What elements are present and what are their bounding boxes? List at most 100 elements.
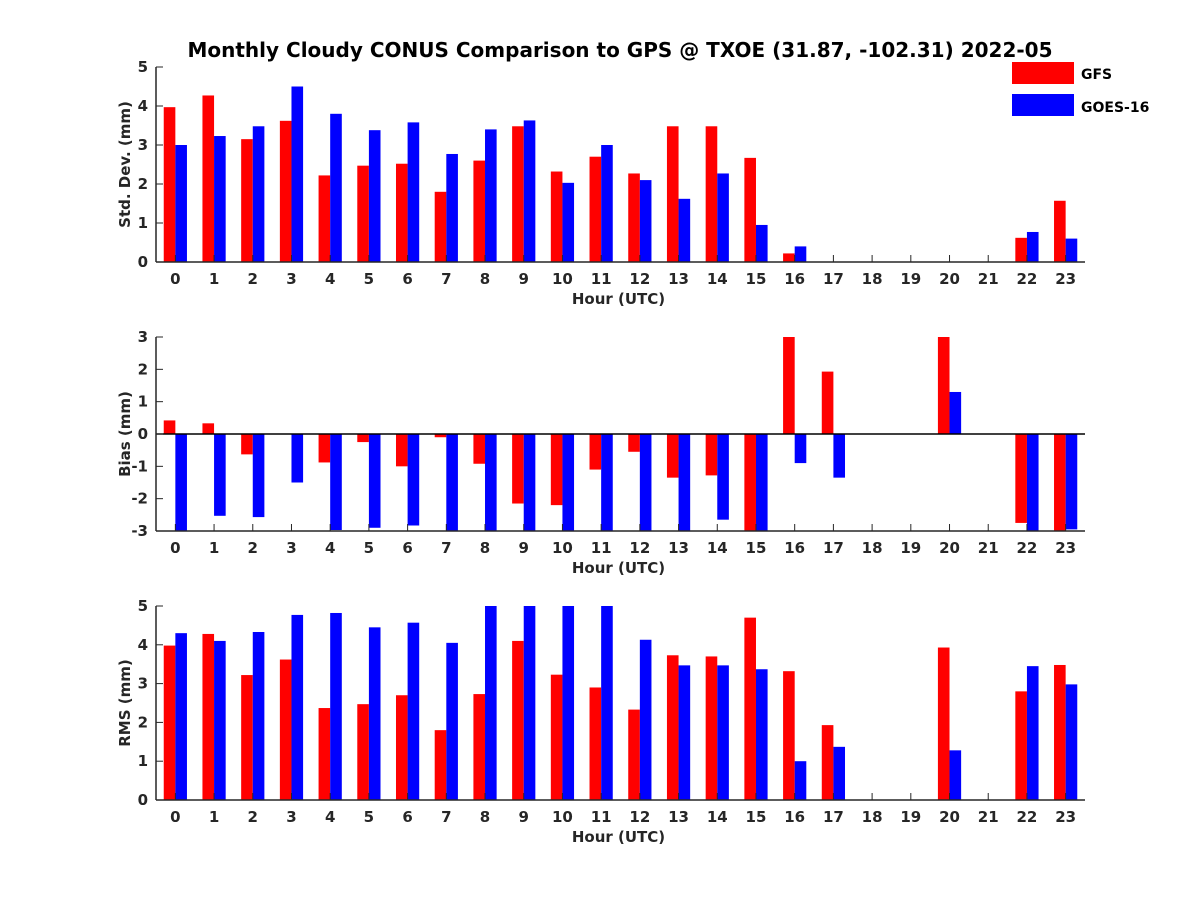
x-tick-label-bias-0: 0 [170,539,180,557]
x-tick-label-bias-8: 8 [480,539,490,557]
x-tick-label-bias-12: 12 [629,539,650,557]
x-tick-label-bias-6: 6 [402,539,412,557]
bar-bias-gfs-11 [589,434,602,470]
x-tick-label-bias-21: 21 [978,539,999,557]
bar-rms-gfs-3 [279,659,292,800]
bar-rms-gfs-1 [202,633,215,800]
y-tick-label-rms-2: 2 [138,713,148,731]
x-tick-label-rms-1: 1 [209,808,219,826]
x-tick-label-std-21: 21 [978,270,999,288]
bar-bias-gfs-6 [395,434,408,467]
x-tick-label-bias-18: 18 [862,539,883,557]
bar-std-goes16-10 [562,182,575,262]
bar-rms-goes16-2 [252,632,265,800]
bar-bias-gfs-1 [202,423,215,434]
bar-rms-gfs-6 [395,695,408,800]
bar-std-goes16-14 [717,173,729,262]
legend: GFS GOES-16 [1012,62,1149,116]
x-tick-label-std-23: 23 [1055,270,1076,288]
bar-rms-gfs-10 [550,674,563,800]
y-tick-label-bias--1: -1 [131,457,148,475]
x-tick-label-rms-23: 23 [1055,808,1076,826]
x-tick-label-rms-16: 16 [784,808,805,826]
bar-std-goes16-11 [601,145,613,262]
bar-std-goes16-15 [755,224,768,262]
bar-bias-goes16-9 [523,434,536,531]
x-tick-label-std-12: 12 [629,270,650,288]
bar-std-goes16-9 [523,120,536,263]
bar-bias-gfs-5 [357,434,369,443]
x-tick-label-bias-19: 19 [900,539,921,557]
x-tick-label-std-0: 0 [170,270,180,288]
bar-rms-goes16-13 [678,665,691,800]
bar-std-gfs-2 [241,139,253,262]
bar-std-gfs-11 [589,156,602,262]
x-tick-label-rms-4: 4 [325,808,335,826]
x-tick-label-bias-20: 20 [939,539,960,557]
bar-rms-goes16-23 [1065,684,1078,800]
bar-bias-goes16-13 [678,434,691,531]
x-tick-label-rms-8: 8 [480,808,490,826]
bar-rms-goes16-5 [368,627,381,800]
x-tick-label-rms-21: 21 [978,808,999,826]
x-tick-label-bias-2: 2 [248,539,258,557]
x-tick-label-std-16: 16 [784,270,805,288]
x-tick-label-bias-10: 10 [552,539,573,557]
x-tick-label-bias-14: 14 [707,539,728,557]
x-tick-label-std-15: 15 [746,270,767,288]
y-axis-label-std: Std. Dev. (mm) [116,101,134,228]
x-tick-label-bias-3: 3 [286,539,296,557]
bar-std-gfs-3 [279,120,292,262]
x-tick-label-rms-15: 15 [746,808,767,826]
x-tick-label-bias-5: 5 [364,539,374,557]
bar-rms-goes16-8 [485,606,497,800]
bar-rms-goes16-14 [717,665,729,800]
bar-bias-goes16-16 [794,434,807,464]
x-axis-label-bias: Hour (UTC) [572,559,665,577]
bar-rms-goes16-12 [639,639,652,800]
x-tick-label-std-3: 3 [286,270,296,288]
x-tick-label-std-11: 11 [591,270,612,288]
bar-std-goes16-6 [407,122,420,262]
bar-rms-gfs-22 [1015,691,1027,800]
bar-std-gfs-7 [434,191,447,262]
bar-bias-gfs-20 [937,337,950,434]
y-tick-label-bias-0: 0 [138,425,148,443]
x-tick-label-rms-3: 3 [286,808,296,826]
bar-rms-goes16-10 [562,606,575,800]
bar-std-gfs-6 [395,163,408,262]
y-tick-label-std-3: 3 [138,136,148,154]
bar-rms-gfs-12 [628,709,640,800]
bar-std-gfs-14 [705,126,718,262]
bar-std-goes16-3 [291,86,304,262]
bar-rms-gfs-14 [705,656,718,800]
y-tick-label-rms-1: 1 [138,752,148,770]
bar-bias-gfs-0 [163,420,176,434]
x-tick-label-std-5: 5 [364,270,374,288]
bar-rms-goes16-7 [446,642,458,800]
bar-std-goes16-12 [639,180,652,262]
y-axis-label-rms: RMS (mm) [116,659,134,746]
x-tick-label-bias-9: 9 [519,539,529,557]
bar-bias-gfs-2 [241,434,253,455]
bar-rms-goes16-16 [794,761,807,800]
bias-panel: 0 1 2 3 4 5 6 7 8 9 10 11 12 13 14 15 16 17 18 19 20 21 22 23-3… [116,328,1085,577]
bar-bias-goes16-6 [407,434,420,526]
bar-bias-gfs-9 [512,434,524,504]
bar-rms-goes16-3 [291,614,304,800]
x-tick-label-std-9: 9 [519,270,529,288]
bar-rms-goes16-20 [949,750,962,800]
bar-rms-gfs-11 [589,687,602,800]
bar-std-gfs-9 [512,126,524,262]
bar-std-gfs-12 [628,173,640,262]
x-tick-label-rms-7: 7 [441,808,451,826]
x-tick-label-bias-16: 16 [784,539,805,557]
x-tick-label-rms-0: 0 [170,808,180,826]
x-tick-label-bias-17: 17 [823,539,844,557]
x-tick-label-rms-6: 6 [402,808,412,826]
legend-label-goes16: GOES-16 [1081,100,1149,116]
bar-std-goes16-1 [214,136,226,262]
bar-std-goes16-4 [330,113,342,262]
bar-bias-goes16-1 [214,434,226,516]
